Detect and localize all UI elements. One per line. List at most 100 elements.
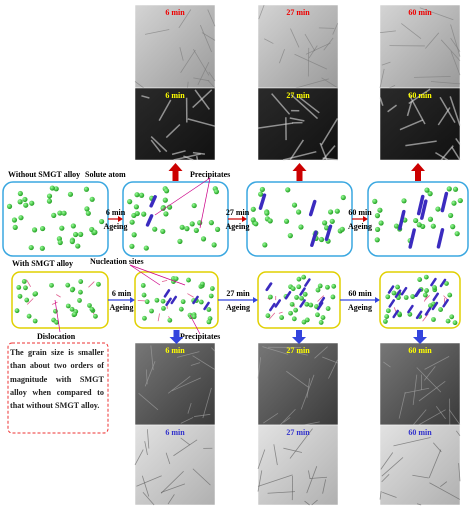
texture	[389, 85, 396, 89]
precipitate	[299, 299, 306, 308]
note: The grain size is smaller than about two…	[10, 348, 104, 411]
texture	[322, 356, 339, 364]
solute-atom	[152, 226, 158, 232]
solute-atom	[59, 225, 65, 231]
dislocation	[187, 293, 194, 298]
texture	[440, 39, 461, 62]
step-time: 60 min	[348, 289, 372, 298]
texture	[194, 413, 211, 417]
solute-atom	[83, 186, 90, 192]
solute-atom	[93, 313, 98, 319]
step-action: Ageing	[110, 303, 134, 312]
texture	[193, 49, 210, 76]
texture	[165, 123, 181, 139]
precipitate	[388, 299, 396, 308]
solute-atom	[451, 200, 457, 206]
solute-atom	[432, 285, 437, 290]
solute-atom	[72, 231, 79, 238]
solute-atom	[293, 307, 299, 313]
texture	[428, 449, 442, 479]
solute-atom	[291, 202, 298, 208]
texture	[211, 347, 216, 352]
precipitate	[387, 285, 395, 294]
texture	[407, 93, 426, 125]
solute-atom	[61, 210, 67, 216]
solute-atom	[65, 282, 71, 288]
solute-atom	[46, 198, 53, 204]
solute-atom	[250, 206, 256, 212]
texture	[290, 28, 300, 48]
step-action: Ageing	[226, 303, 250, 312]
solute-atom	[67, 191, 74, 197]
dislocation	[88, 281, 95, 288]
texture	[257, 357, 262, 379]
solute-atom	[87, 303, 92, 308]
solute-atom	[302, 291, 308, 297]
solute-atom	[69, 287, 75, 293]
texture	[282, 150, 317, 161]
texture	[273, 444, 278, 466]
dislocation	[161, 280, 168, 283]
step-arrowhead	[363, 216, 368, 222]
texture	[408, 88, 431, 105]
texture	[332, 23, 339, 35]
solute-atom	[454, 231, 460, 237]
texture	[414, 76, 451, 78]
solute-atom	[184, 226, 190, 232]
dislocation	[51, 301, 58, 305]
solute-atom	[372, 198, 378, 204]
dislocation	[56, 294, 61, 298]
step-action: Ageing	[226, 222, 250, 231]
precipitate	[416, 194, 425, 216]
solute-atom	[213, 189, 220, 195]
solute-atom	[11, 217, 18, 223]
solute-atom	[384, 314, 390, 319]
texture	[306, 466, 318, 494]
solute-atom	[72, 311, 78, 317]
texture	[180, 49, 196, 73]
texture	[145, 369, 148, 385]
pointer	[189, 314, 201, 335]
texture	[433, 442, 442, 453]
texture	[381, 474, 390, 483]
texture	[289, 139, 305, 161]
texture	[393, 437, 431, 447]
precipitate	[431, 301, 439, 311]
texture	[257, 122, 294, 129]
solute-atom	[401, 198, 407, 204]
solute-atom	[75, 243, 81, 249]
solute-atom	[180, 299, 186, 305]
micrograph	[379, 424, 461, 506]
texture	[141, 95, 150, 99]
texture	[308, 470, 311, 479]
solute-atom	[445, 318, 451, 324]
solute-atom	[33, 291, 39, 297]
step-arrowhead	[118, 216, 123, 222]
texture	[180, 417, 194, 424]
texture	[144, 29, 170, 35]
precipitate	[415, 310, 423, 320]
precipitate	[165, 297, 172, 307]
texture	[202, 387, 212, 419]
solute-atom	[262, 242, 268, 248]
solute-atom	[289, 301, 295, 307]
step-action: Ageing	[348, 303, 372, 312]
solute-atom	[393, 223, 400, 229]
texture	[448, 409, 461, 426]
step-arrowhead	[242, 216, 247, 222]
texture	[146, 429, 150, 449]
solute-atom	[17, 190, 23, 197]
solute-atom	[296, 284, 302, 290]
texture	[417, 503, 422, 506]
texture	[187, 81, 189, 89]
arrow-up	[411, 163, 425, 181]
solute-atom	[377, 207, 383, 213]
solute-atom	[279, 315, 285, 320]
texture	[412, 474, 429, 479]
solute-atom	[191, 202, 197, 209]
texture	[322, 479, 327, 494]
solute-atom	[96, 281, 101, 287]
micrograph	[134, 342, 216, 426]
solute-atom	[334, 208, 340, 214]
